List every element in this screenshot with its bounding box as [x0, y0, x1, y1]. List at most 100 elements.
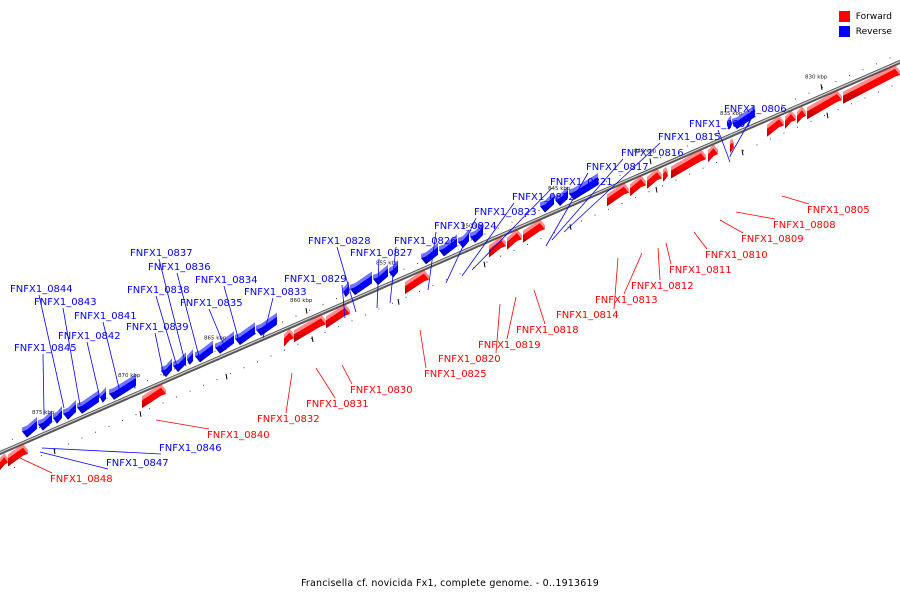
reverse-gene-label[interactable]: FNFX1_0838	[127, 285, 190, 296]
forward-gene-arrow[interactable]	[671, 149, 706, 179]
reverse-gene-arrow[interactable]	[77, 389, 99, 414]
reverse-gene-arrow[interactable]	[100, 386, 106, 403]
forward-gene-leader-line	[657, 247, 661, 281]
reverse-gene-arrow[interactable]	[458, 229, 469, 249]
reverse-gene-arrow[interactable]	[53, 406, 62, 424]
forward-gene-label[interactable]: FNFX1_0805	[807, 205, 870, 216]
reverse-gene-label[interactable]: FNFX1_0807	[689, 119, 752, 130]
legend-reverse-label: Reverse	[855, 26, 892, 37]
reverse-gene-label[interactable]: FNFX1_0815	[658, 132, 721, 143]
reverse-gene-leader-line	[208, 308, 227, 351]
reverse-gene-label[interactable]: FNFX1_0821	[550, 177, 613, 188]
reverse-gene-arrow[interactable]	[732, 104, 755, 130]
forward-gene-label[interactable]: FNFX1_0831	[306, 399, 369, 410]
reverse-gene-arrow[interactable]	[173, 352, 186, 372]
forward-gene-arrow[interactable]	[405, 269, 429, 295]
forward-gene-label[interactable]: FNFX1_0830	[350, 385, 413, 396]
reverse-gene-label[interactable]: FNFX1_0833	[244, 287, 307, 298]
reverse-gene-label[interactable]: FNFX1_0806	[724, 104, 787, 115]
reverse-gene-label[interactable]: FNFX1_0822	[512, 192, 575, 203]
tick-mark	[225, 373, 228, 380]
forward-gene-label[interactable]: FNFX1_0813	[595, 295, 658, 306]
forward-gene-label[interactable]: FNFX1_0812	[631, 281, 694, 292]
forward-gene-arrow[interactable]	[807, 90, 842, 120]
reverse-gene-arrow[interactable]	[470, 223, 483, 243]
reverse-gene-label[interactable]: FNFX1_0823	[474, 207, 537, 218]
forward-gene-label[interactable]: FNFX1_0819	[478, 340, 541, 351]
forward-gene-arrow[interactable]	[507, 229, 522, 250]
reverse-gene-arrow[interactable]	[727, 115, 731, 130]
forward-gene-label[interactable]: FNFX1_0811	[669, 265, 732, 276]
forward-gene-label[interactable]: FNFX1_0808	[773, 220, 836, 231]
reverse-gene-label[interactable]: FNFX1_0827	[350, 248, 413, 259]
forward-gene-arrow[interactable]	[142, 383, 166, 409]
tick-mark	[397, 298, 400, 305]
forward-gene-arrow[interactable]	[767, 115, 784, 137]
reverse-gene-label[interactable]: FNFX1_0824	[434, 221, 497, 232]
reverse-gene-leader-line	[38, 294, 65, 409]
forward-gene-arrow[interactable]	[284, 328, 294, 347]
reverse-gene-leader-line	[563, 142, 661, 233]
tick-mark	[53, 448, 56, 455]
reverse-gene-arrow[interactable]	[540, 192, 554, 213]
reverse-gene-label[interactable]: FNFX1_0846	[159, 443, 222, 454]
forward-gene-arrow[interactable]	[523, 219, 545, 243]
reverse-gene-label[interactable]: FNFX1_0834	[195, 275, 258, 286]
reverse-gene-label[interactable]: FNFX1_0841	[74, 311, 137, 322]
reverse-gene-label[interactable]: FNFX1_0842	[58, 331, 121, 342]
forward-gene-label[interactable]: FNFX1_0825	[424, 369, 487, 380]
reverse-gene-arrow[interactable]	[439, 234, 457, 257]
forward-gene-leader-line	[781, 195, 810, 205]
reverse-gene-leader-line	[445, 217, 477, 284]
forward-gene-arrow[interactable]	[785, 110, 796, 129]
reverse-gene-label[interactable]: FNFX1_0817	[586, 162, 649, 173]
reverse-gene-arrow[interactable]	[555, 186, 568, 207]
forward-gene-arrow[interactable]	[708, 144, 718, 163]
reverse-gene-label[interactable]: FNFX1_0829	[284, 274, 347, 285]
reverse-gene-label[interactable]: FNFX1_0828	[308, 236, 371, 247]
reverse-gene-label[interactable]: FNFX1_0845	[14, 343, 77, 354]
reverse-gene-label[interactable]: FNFX1_0836	[148, 262, 211, 273]
reverse-gene-arrow[interactable]	[38, 410, 52, 431]
reverse-gene-label[interactable]: FNFX1_0816	[621, 148, 684, 159]
reverse-gene-arrow[interactable]	[373, 264, 388, 286]
forward-gene-arrow[interactable]	[663, 166, 668, 182]
forward-gene-label[interactable]: FNFX1_0810	[705, 250, 768, 261]
tick-label: 830 kbp	[805, 74, 828, 80]
forward-gene-label[interactable]: FNFX1_0814	[556, 310, 619, 321]
forward-gene-label[interactable]: FNFX1_0848	[50, 474, 113, 485]
reverse-gene-label[interactable]: FNFX1_0826	[394, 236, 457, 247]
reverse-gene-arrow[interactable]	[350, 271, 372, 296]
reverse-gene-arrow[interactable]	[187, 349, 193, 365]
forward-gene-arrow[interactable]	[8, 443, 28, 467]
reverse-gene-label[interactable]: FNFX1_0843	[34, 297, 97, 308]
reverse-gene-arrow[interactable]	[63, 399, 76, 420]
forward-gene-label[interactable]: FNFX1_0818	[516, 325, 579, 336]
reverse-gene-arrow[interactable]	[256, 312, 277, 336]
forward-gene-arrow[interactable]	[630, 175, 646, 197]
forward-swatch	[838, 11, 850, 22]
reverse-gene-label[interactable]: FNFX1_0835	[180, 298, 243, 309]
reverse-gene-label[interactable]: FNFX1_0837	[130, 248, 193, 259]
forward-gene-label[interactable]: FNFX1_0809	[741, 234, 804, 245]
forward-gene-label[interactable]: FNFX1_0840	[207, 430, 270, 441]
forward-gene-arrow[interactable]	[0, 452, 8, 470]
reverse-gene-label[interactable]: FNFX1_0847	[106, 458, 169, 469]
forward-gene-arrow[interactable]	[647, 168, 662, 189]
forward-gene-label[interactable]: FNFX1_0832	[257, 414, 320, 425]
reverse-gene-arrow[interactable]	[109, 373, 136, 400]
reverse-gene-label[interactable]: FNFX1_0844	[10, 284, 73, 295]
reverse-gene-arrow[interactable]	[22, 416, 37, 438]
forward-gene-arrow[interactable]	[730, 138, 734, 153]
reverse-gene-arrow[interactable]	[215, 331, 234, 354]
forward-gene-arrow[interactable]	[797, 106, 806, 124]
forward-gene-arrow[interactable]	[294, 314, 326, 343]
reverse-gene-arrow[interactable]	[235, 322, 255, 346]
forward-gene-label[interactable]: FNFX1_0820	[438, 354, 501, 365]
reverse-gene-arrow[interactable]	[569, 173, 598, 200]
forward-gene-arrow[interactable]	[843, 64, 900, 104]
reverse-gene-label[interactable]: FNFX1_0839	[126, 322, 189, 333]
reverse-gene-leader-line	[176, 272, 201, 361]
forward-gene-arrow[interactable]	[607, 182, 629, 207]
tick-label: 865 kbp	[204, 335, 227, 341]
